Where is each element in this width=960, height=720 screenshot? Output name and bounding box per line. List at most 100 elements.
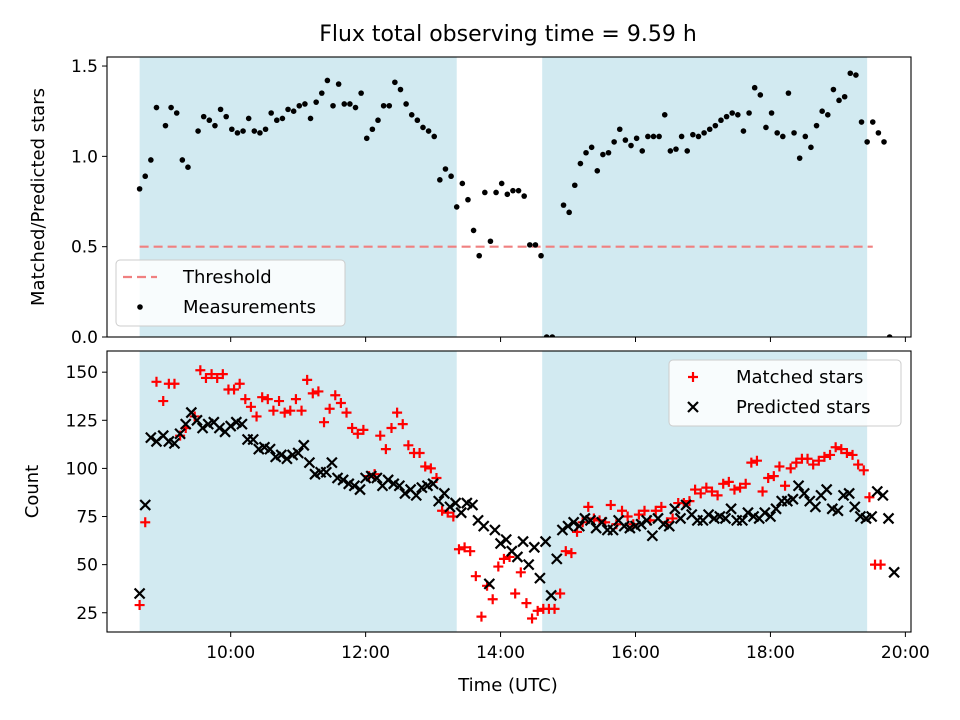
predicted-star-point xyxy=(798,487,810,500)
matched-star-point xyxy=(785,463,796,474)
predicted-star-point xyxy=(646,529,659,542)
measurement-point xyxy=(774,130,780,136)
predicted-star-point xyxy=(595,516,608,529)
measurement-point xyxy=(667,148,674,154)
measurement-point xyxy=(380,102,387,109)
matched-star-point xyxy=(515,567,526,578)
measurement-point xyxy=(375,117,381,124)
measurement-point xyxy=(690,131,696,138)
measurement-point xyxy=(476,252,483,259)
matched-star-point xyxy=(560,546,571,557)
matched-star-point xyxy=(140,517,151,528)
measurement-point xyxy=(577,160,584,167)
matched-star-point xyxy=(746,457,757,468)
matched-star-point xyxy=(633,509,644,520)
measurement-point xyxy=(723,113,730,120)
predicted-star-point xyxy=(680,499,692,511)
predicted-star-point xyxy=(196,422,209,434)
matched-star-point xyxy=(206,369,217,380)
measurement-point xyxy=(234,130,241,136)
measurement-point xyxy=(673,146,679,152)
measurement-point xyxy=(830,86,837,93)
predicted-star-point xyxy=(764,510,777,523)
matched-star-point xyxy=(650,505,661,516)
measurement-point xyxy=(168,104,174,111)
measurement-point xyxy=(706,126,713,133)
matched-star-point xyxy=(701,482,712,493)
measurement-point xyxy=(386,102,393,109)
y-tick-label: 50 xyxy=(76,556,98,576)
measurement-point xyxy=(661,112,668,118)
measurement-point xyxy=(836,97,842,104)
predicted-star-point xyxy=(848,501,861,513)
predicted-star-point xyxy=(449,497,462,509)
matched-star-point xyxy=(268,405,279,416)
predicted-star-point xyxy=(281,453,293,465)
predicted-star-point xyxy=(500,533,512,546)
matched-star-point xyxy=(465,546,476,557)
y-tick-label: 0.5 xyxy=(71,238,98,258)
measurement-point xyxy=(718,117,724,124)
matched-star-point xyxy=(791,457,802,468)
measurement-point xyxy=(173,110,180,116)
matched-star-point xyxy=(622,511,633,522)
predicted-star-point xyxy=(236,418,248,430)
y-tick-label: 25 xyxy=(76,604,98,624)
predicted-star-point xyxy=(787,493,799,505)
matched-star-point xyxy=(251,411,262,422)
measurement-point xyxy=(442,166,449,172)
matched-star-point xyxy=(134,600,145,611)
measurement-point xyxy=(571,182,578,189)
y-tick-label: 150 xyxy=(66,363,98,383)
matched-star-point xyxy=(335,397,346,408)
y-axis-label: Count xyxy=(22,465,43,518)
y-tick-label: 100 xyxy=(66,459,98,479)
plot-star-counts: 25 50 75 100 125 150 10:00 12:00 14:00 16:00 18:00… xyxy=(22,350,930,663)
predicted-star-point xyxy=(326,456,338,469)
matched-star-point xyxy=(605,499,616,510)
measurement-point xyxy=(302,101,308,107)
matched-star-point xyxy=(414,448,425,459)
predicted-star-point xyxy=(719,512,732,525)
measurement-point xyxy=(148,157,154,163)
measurement-point xyxy=(633,135,640,142)
matched-star-point xyxy=(487,594,498,605)
predicted-star-point xyxy=(669,503,681,515)
measurement-point xyxy=(296,102,303,109)
matched-star-point xyxy=(245,401,256,412)
predicted-star-point xyxy=(494,537,507,550)
legend-box xyxy=(115,259,346,327)
predicted-star-point xyxy=(702,508,715,521)
measurement-point xyxy=(785,90,792,96)
matched-star-point xyxy=(617,505,628,516)
matched-star-point xyxy=(240,394,251,405)
matched-star-point xyxy=(774,461,785,472)
matched-star-point xyxy=(257,392,268,403)
predicted-star-point xyxy=(298,439,310,452)
plot-matched-ratio: 0.0 0.5 1.0 1.5 Matched/Predicted stars Thres… xyxy=(28,56,912,348)
measurement-point xyxy=(229,126,235,133)
predicted-star-point xyxy=(770,503,782,515)
measurement-point xyxy=(195,128,201,134)
measurement-point xyxy=(369,126,376,133)
measurement-point xyxy=(307,115,314,122)
measurement-point xyxy=(616,126,623,133)
measurement-point xyxy=(347,101,353,107)
measurement-point xyxy=(656,133,662,140)
matched-star-point xyxy=(358,424,369,435)
measurement-point xyxy=(136,186,143,192)
matched-star-point xyxy=(420,461,431,472)
measurement-point xyxy=(600,151,606,158)
matched-star-point xyxy=(639,505,650,516)
measurement-point xyxy=(504,191,511,198)
series-points xyxy=(133,365,900,624)
measurement-point xyxy=(498,180,505,187)
measurement-point xyxy=(605,149,612,156)
measurement-point xyxy=(588,144,595,151)
predicted-star-point xyxy=(185,406,198,419)
measurement-point xyxy=(223,113,229,120)
matched-star-point xyxy=(392,407,403,418)
measurement-point xyxy=(335,81,342,87)
predicted-star-point xyxy=(539,535,552,548)
measurement-point xyxy=(639,148,646,154)
